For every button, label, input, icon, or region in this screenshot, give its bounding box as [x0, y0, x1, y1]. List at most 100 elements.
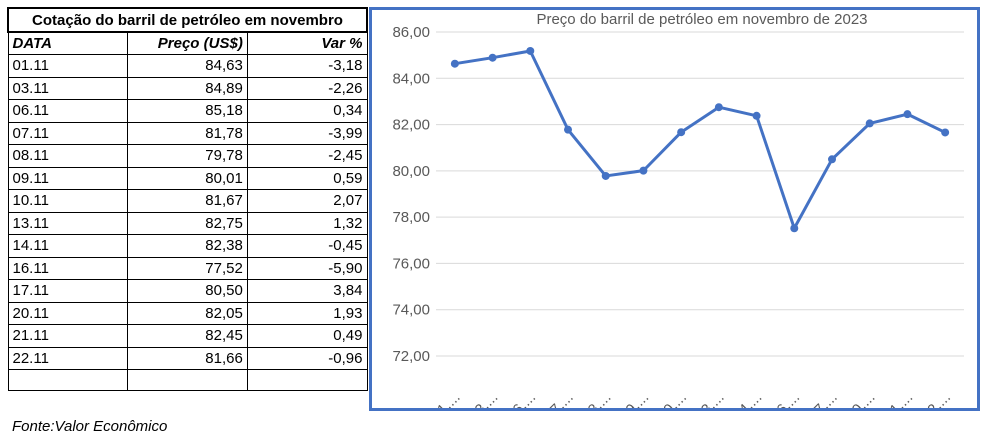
x-tick-label: 03....	[466, 389, 502, 408]
table-row: 17.11 80,50 3,84	[7, 279, 368, 303]
y-tick-label: 72,00	[392, 348, 430, 365]
cell-var: -3,99	[246, 121, 368, 145]
data-point	[564, 125, 572, 134]
data-point	[903, 110, 912, 119]
cell-var: 0,59	[246, 166, 368, 190]
data-point	[601, 171, 610, 180]
y-tick-label: 76,00	[392, 255, 430, 272]
x-tick-label: 06....	[504, 389, 540, 408]
table-row: 10.11 81,67 2,07	[7, 189, 368, 213]
cell-date: 17.11	[7, 279, 129, 303]
y-tick-label: 74,00	[392, 302, 430, 319]
y-tick-label: 78,00	[392, 209, 430, 226]
table-row: 06.11 85,18 0,34	[7, 99, 368, 123]
cell-date: 03.11	[7, 76, 129, 100]
cell-price: 82,75	[127, 211, 248, 235]
x-tick-label: 09....	[617, 389, 653, 408]
cell-date: 01.11	[7, 54, 129, 78]
x-tick-label: 20....	[843, 389, 879, 408]
chart-canvas: Preço do barril de petróleo em novembro …	[392, 11, 964, 408]
table-title: Cotação do barril de petróleo em novembr…	[7, 7, 368, 33]
cell-price: 84,63	[127, 54, 248, 78]
x-tick-label: 14....	[730, 389, 766, 408]
empty-cell	[127, 369, 248, 391]
cell-price: 82,45	[127, 324, 248, 348]
cell-var: 1,93	[246, 301, 368, 325]
cell-price: 84,89	[127, 76, 248, 100]
cell-var: -0,96	[246, 346, 368, 370]
x-axis-ticks: 01.... 03.... 06.... 07.... 08.... 09.... 10..…	[428, 389, 954, 408]
x-tick-label: 16....	[768, 389, 804, 408]
cell-price: 82,38	[127, 234, 248, 258]
cell-price: 80,01	[127, 166, 248, 190]
table-row: 07.11 81,78 -3,99	[7, 121, 368, 145]
data-point	[450, 59, 459, 68]
table-row: 22.11 81,66 -0,96	[7, 346, 368, 370]
cell-var: -5,90	[246, 256, 368, 280]
cell-var: -3,18	[246, 54, 368, 78]
x-tick-label: 22....	[918, 389, 954, 408]
table-row: 21.11 82,45 0,49	[7, 324, 368, 348]
data-point	[752, 111, 761, 120]
cell-price: 79,78	[127, 144, 248, 168]
cell-price: 80,50	[127, 279, 248, 303]
cell-var: 2,07	[246, 189, 368, 213]
x-tick-label: 21....	[881, 389, 917, 408]
cell-date: 20.11	[7, 301, 129, 325]
data-point	[714, 103, 723, 112]
data-point	[526, 46, 535, 55]
column-header-price: Preço (US$)	[127, 31, 248, 55]
cell-date: 13.11	[7, 211, 129, 235]
cell-price: 81,67	[127, 189, 248, 213]
y-tick-label: 86,00	[392, 24, 430, 41]
table-row: 16.11 77,52 -5,90	[7, 256, 368, 280]
cell-price: 77,52	[127, 256, 248, 280]
x-tick-label: 07....	[541, 389, 577, 408]
cell-price: 81,66	[127, 346, 248, 370]
x-tick-label: 01....	[428, 389, 464, 408]
y-tick-label: 80,00	[392, 163, 430, 180]
x-tick-label: 08....	[579, 389, 615, 408]
cell-price: 81,78	[127, 121, 248, 145]
column-header-date: DATA	[7, 31, 129, 55]
data-point	[941, 128, 950, 137]
table-row: 03.11 84,89 -2,26	[7, 76, 368, 100]
quotes-table: Cotação do barril de petróleo em novembr…	[7, 7, 368, 391]
table-row: 01.11 84,63 -3,18	[7, 54, 368, 78]
line-chart: Preço do barril de petróleo em novembro …	[369, 7, 980, 411]
cell-date: 09.11	[7, 166, 129, 190]
table-row-empty	[7, 369, 368, 391]
data-point	[790, 224, 799, 233]
y-tick-label: 84,00	[392, 70, 430, 87]
x-tick-label: 17....	[805, 389, 841, 408]
cell-price: 82,05	[127, 301, 248, 325]
cell-var: 0,49	[246, 324, 368, 348]
x-tick-label: 13....	[692, 389, 728, 408]
cell-date: 21.11	[7, 324, 129, 348]
empty-cell	[246, 369, 368, 391]
cell-var: -2,45	[246, 144, 368, 168]
cell-var: 0,34	[246, 99, 368, 123]
y-tick-label: 82,00	[392, 117, 430, 134]
data-point	[677, 128, 686, 137]
quotes-table-container: Cotação do barril de petróleo em novembr…	[7, 7, 368, 414]
table-row: 14.11 82,38 -0,45	[7, 234, 368, 258]
table-row: 20.11 82,05 1,93	[7, 301, 368, 325]
cell-date: 10.11	[7, 189, 129, 213]
table-row: 13.11 82,75 1,32	[7, 211, 368, 235]
cell-date: 16.11	[7, 256, 129, 280]
data-point	[488, 53, 497, 62]
cell-var: -2,26	[246, 76, 368, 100]
grid-lines	[436, 31, 964, 357]
cell-price: 85,18	[127, 99, 248, 123]
table-body: 01.11 84,63 -3,18 03.11 84,89 -2,26 06.11 85,18…	[7, 54, 368, 391]
data-point	[639, 166, 648, 175]
source-note: Fonte:Valor Econômico	[12, 418, 168, 435]
column-header-var: Var %	[246, 31, 368, 55]
table-row: 09.11 80,01 0,59	[7, 166, 368, 190]
data-point	[828, 155, 836, 164]
cell-date: 22.11	[7, 346, 129, 370]
x-tick-label: 10....	[654, 389, 690, 408]
cell-var: 1,32	[246, 211, 368, 235]
cell-date: 08.11	[7, 144, 129, 168]
